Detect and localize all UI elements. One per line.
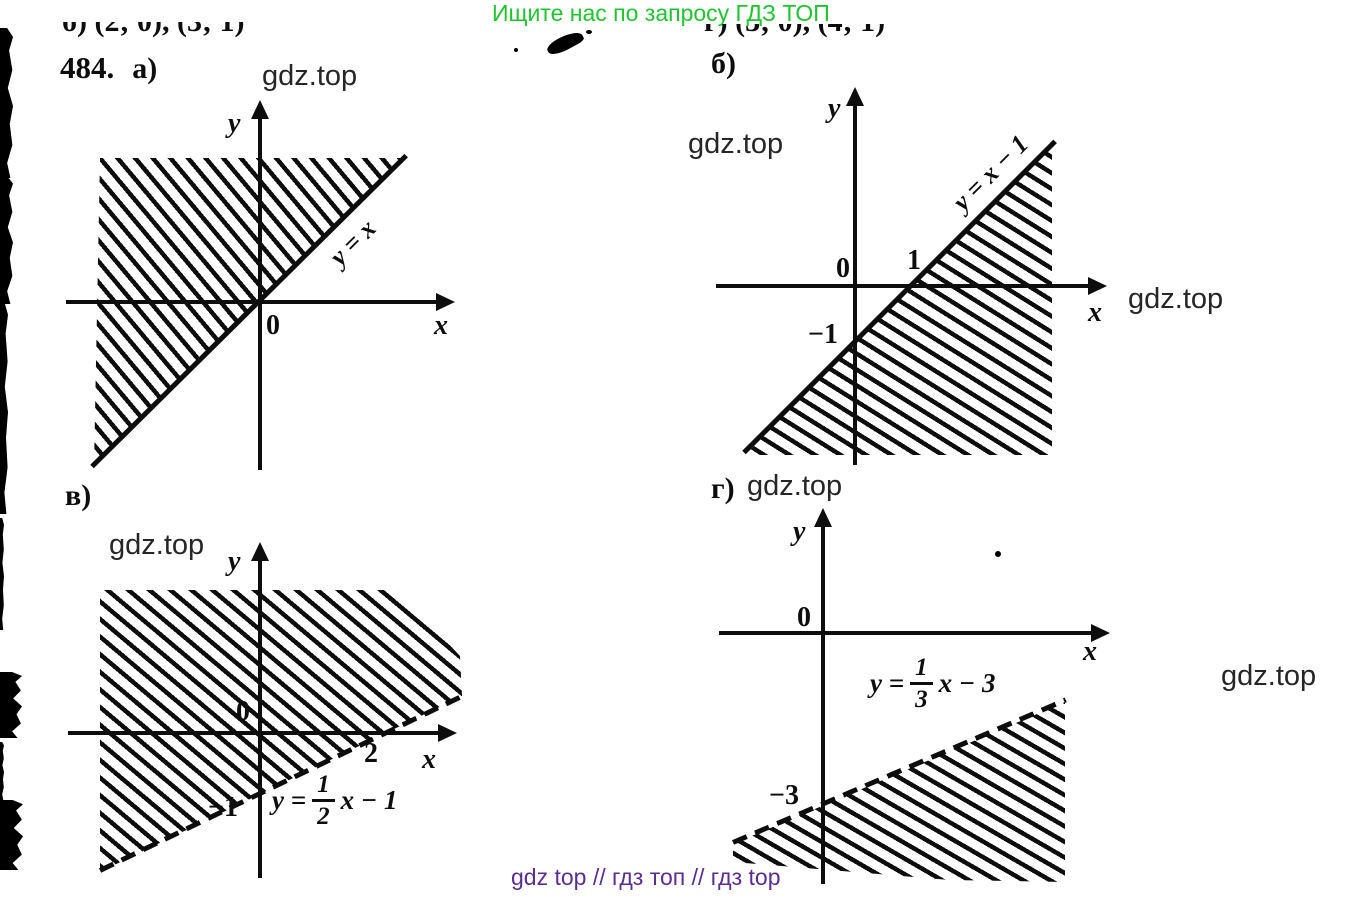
watermark: gdz.top <box>262 60 358 92</box>
x-axis-arrowhead-icon <box>438 724 457 742</box>
scan-artifact <box>0 518 4 630</box>
scan-artifact <box>0 800 23 870</box>
watermark: gdz.top <box>1128 283 1224 315</box>
scan-artifact <box>0 672 22 738</box>
y-axis-arrowhead-icon <box>251 100 269 119</box>
origin-label: 0 <box>236 696 250 727</box>
y-axis-label: y <box>793 516 806 547</box>
x-axis <box>68 731 438 735</box>
x-tick-label: 1 <box>907 245 921 276</box>
y-tick-label: −1 <box>208 792 238 823</box>
panel-g-letter: г) <box>711 472 735 505</box>
watermark: gdz.top <box>747 470 843 502</box>
origin-label: 0 <box>797 602 811 633</box>
x-axis-label: x <box>434 310 448 341</box>
scan-artifact <box>514 48 518 52</box>
panel-b-plot: y 0 1 −1 x y = x − 1 <box>690 85 1115 475</box>
x-axis-arrowhead-icon <box>436 293 455 311</box>
origin-label: 0 <box>836 253 850 284</box>
panel-a-letter: а) <box>132 52 158 85</box>
panel-v-letter: в) <box>65 479 92 512</box>
panel-a-plot: y x 0 y = x <box>60 100 460 492</box>
scan-artifact <box>544 27 586 59</box>
scan-artifact <box>995 551 1001 557</box>
scan-artifact <box>586 30 592 34</box>
x-axis-label: x <box>422 744 436 775</box>
watermark: gdz.top <box>688 128 784 160</box>
y-axis <box>258 116 262 470</box>
y-axis-label: y <box>228 546 241 577</box>
cutoff-answer-right: г) (3; 0), (4; 1) <box>704 24 974 43</box>
problem-heading: 484. а) <box>60 50 157 86</box>
scan-artifact <box>0 176 13 304</box>
x-axis <box>716 284 1088 288</box>
x-axis-label: x <box>1083 636 1097 667</box>
y-axis <box>821 526 825 884</box>
panel-b-letter: б) <box>711 47 736 80</box>
y-axis-arrowhead-icon <box>846 87 864 106</box>
shaded-region-v <box>100 590 462 870</box>
y-axis-arrowhead-icon <box>251 542 269 561</box>
cutoff-answer-left: б) (2; 0), (3; 1) <box>62 22 332 46</box>
x-axis-label: x <box>1088 297 1102 328</box>
y-axis-label: y <box>828 93 841 124</box>
watermark: gdz.top <box>1221 660 1317 692</box>
watermark: gdz.top <box>109 529 205 561</box>
scan-artifact <box>0 742 4 800</box>
x-tick-label: 2 <box>364 738 378 769</box>
y-axis <box>258 558 262 878</box>
y-axis-label: y <box>228 108 241 139</box>
origin-label: 0 <box>266 310 280 341</box>
x-axis-arrowhead-icon <box>1088 277 1107 295</box>
y-tick-label: −3 <box>769 780 799 811</box>
y-axis-arrowhead-icon <box>814 508 832 527</box>
x-axis-arrowhead-icon <box>1091 624 1110 642</box>
y-tick-label: −1 <box>808 319 838 350</box>
problem-number: 484. <box>60 50 115 85</box>
site-footer-text: gdz top // гдз топ // гдз top <box>511 864 781 890</box>
site-header-text: Ищите нас по запросу ГДЗ ТОП <box>492 0 830 26</box>
x-axis <box>66 300 438 304</box>
x-axis <box>719 631 1091 635</box>
scan-artifact <box>0 302 8 514</box>
scan-artifact <box>0 28 13 178</box>
